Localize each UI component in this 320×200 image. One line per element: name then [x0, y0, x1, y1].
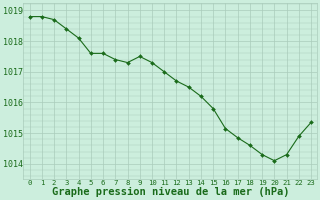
X-axis label: Graphe pression niveau de la mer (hPa): Graphe pression niveau de la mer (hPa)	[52, 187, 289, 197]
